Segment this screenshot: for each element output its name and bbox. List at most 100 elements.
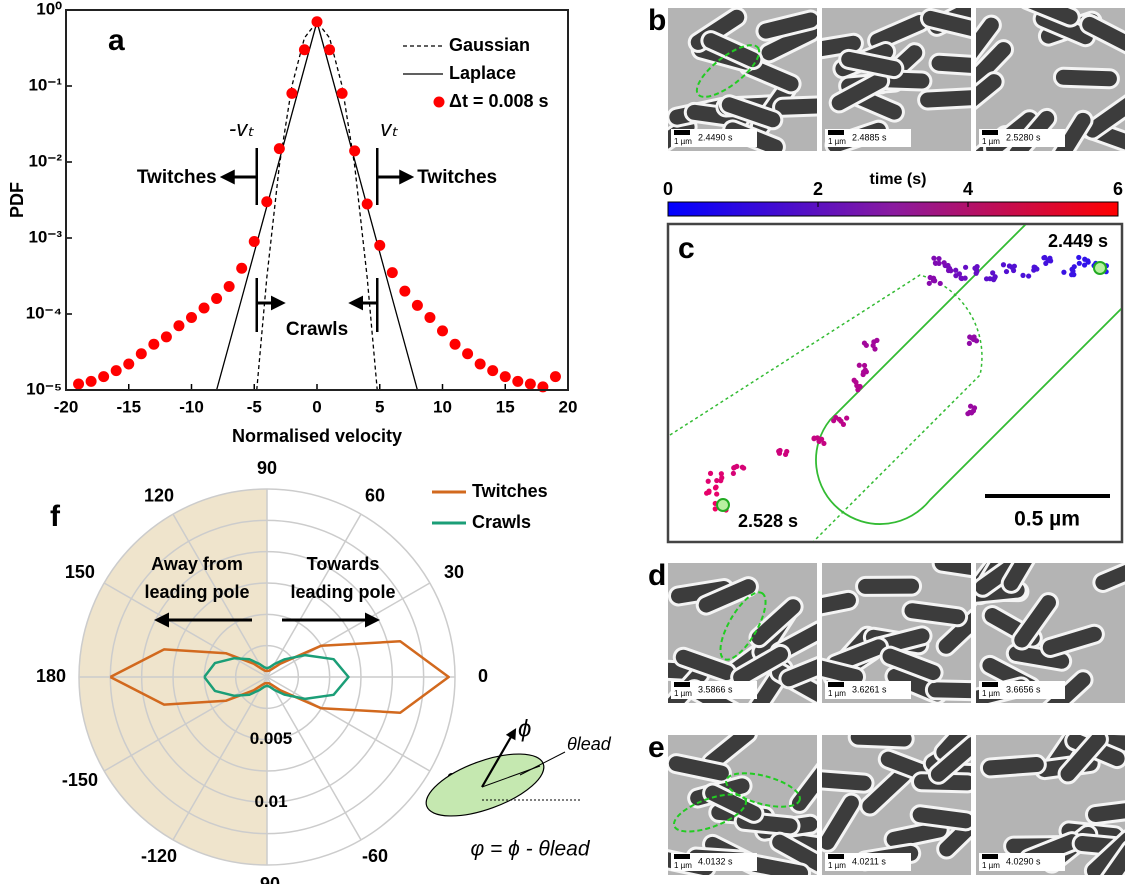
- annotation: Towards: [307, 554, 380, 574]
- scale-bar: [982, 682, 998, 687]
- cell: [822, 589, 859, 620]
- data-point: [173, 320, 185, 332]
- micrograph: 1 µm 3.5866 s: [668, 563, 817, 703]
- track-point: [821, 440, 827, 447]
- panel-label: f: [50, 500, 61, 533]
- theta-label: -120: [141, 846, 177, 866]
- spoke: [266, 676, 431, 772]
- track-point: [973, 338, 980, 344]
- scale-bar: [828, 682, 844, 687]
- cell: [924, 679, 971, 702]
- track-point: [1085, 258, 1091, 264]
- scale-label: 0.5 µm: [1014, 508, 1080, 531]
- data-point: [73, 378, 85, 390]
- legend-swatch: [433, 96, 445, 108]
- x-tick-label: -10: [179, 397, 204, 416]
- annotation: Crawls: [286, 319, 348, 340]
- x-tick-label: 5: [375, 397, 384, 416]
- x-axis-label: Normalised velocity: [232, 426, 402, 446]
- cell: [772, 95, 817, 118]
- scale-bar: [674, 682, 690, 687]
- data-point: [223, 281, 235, 293]
- track-point: [784, 448, 790, 455]
- data-point: [449, 338, 461, 350]
- track-point: [971, 334, 977, 340]
- track-point: [973, 270, 979, 276]
- cell: [755, 9, 817, 42]
- data-point: [411, 299, 423, 311]
- annotation: leading pole: [144, 582, 249, 602]
- legend-label: Crawls: [472, 512, 531, 532]
- spoke: [103, 676, 268, 772]
- legend-label: Twitches: [472, 481, 548, 501]
- cell: [976, 71, 1005, 122]
- micrograph: 1 µm 4.0211 s: [822, 735, 971, 875]
- panel-label: e: [648, 731, 665, 764]
- data-point: [386, 267, 398, 279]
- y-tick-label: 10⁻³: [28, 227, 62, 246]
- scale-bar: [674, 130, 690, 135]
- track-point: [712, 485, 719, 491]
- cell: [1057, 735, 1109, 785]
- track-point: [1076, 254, 1082, 261]
- cell: [838, 48, 905, 80]
- y-tick-label: 10⁻⁴: [26, 303, 62, 322]
- cell: [718, 94, 784, 131]
- annotation: Away from: [151, 554, 243, 574]
- timestamp: 2.4490 s: [698, 132, 733, 142]
- data-point: [487, 365, 499, 377]
- timestamp: 4.0290 s: [1006, 856, 1041, 866]
- x-tick-label: -20: [54, 397, 79, 416]
- track-point: [956, 271, 963, 277]
- cell: [695, 576, 759, 616]
- track-point: [946, 265, 953, 272]
- cell: [700, 30, 764, 71]
- track-point: [1061, 269, 1067, 275]
- cell-outline: [672, 793, 748, 833]
- scale-label: 1 µm: [982, 861, 1000, 870]
- data-point: [399, 285, 411, 297]
- track-point: [967, 334, 973, 340]
- track-point: [933, 260, 939, 266]
- cell: [1039, 623, 1105, 658]
- track-point: [1011, 263, 1017, 269]
- track-point: [1034, 266, 1040, 272]
- track-point: [967, 403, 974, 409]
- label-box: [671, 129, 757, 147]
- scale-label: 1 µm: [674, 689, 692, 698]
- track-start: [1093, 261, 1107, 275]
- track-point: [857, 383, 863, 390]
- data-point: [286, 87, 298, 99]
- track-point: [1000, 262, 1007, 268]
- cell: [1092, 563, 1125, 593]
- data-point: [123, 358, 135, 370]
- cell: [822, 655, 867, 688]
- inset-formula: φ = ϕ - θlead: [470, 838, 590, 861]
- cell: [748, 596, 804, 649]
- data-point: [211, 292, 223, 304]
- track-point: [734, 463, 740, 470]
- track-point: [991, 277, 997, 283]
- track-point: [856, 362, 862, 368]
- colorbar-tick-label: 0: [663, 179, 673, 199]
- scale-label: 1 µm: [982, 137, 1000, 146]
- cell: [769, 831, 817, 875]
- track-point: [1020, 272, 1026, 278]
- scale-bar: [828, 130, 844, 135]
- track-point: [962, 264, 969, 270]
- theta-label: 90: [257, 458, 277, 478]
- cell: [1017, 8, 1081, 28]
- cell-outline: [695, 44, 761, 98]
- r-tick-label: 0.01: [254, 792, 287, 811]
- track-point: [705, 478, 711, 484]
- timestamp: 4.0211 s: [852, 856, 886, 866]
- data-point: [524, 378, 536, 390]
- track-point: [1043, 260, 1049, 266]
- data-point: [324, 44, 336, 56]
- track-point: [1010, 267, 1017, 274]
- x-tick-label: 20: [559, 397, 578, 416]
- data-point: [462, 348, 474, 360]
- timestamp: 3.6261 s: [852, 684, 887, 694]
- trajectory-content: [669, 225, 1121, 541]
- cell: [979, 754, 1047, 779]
